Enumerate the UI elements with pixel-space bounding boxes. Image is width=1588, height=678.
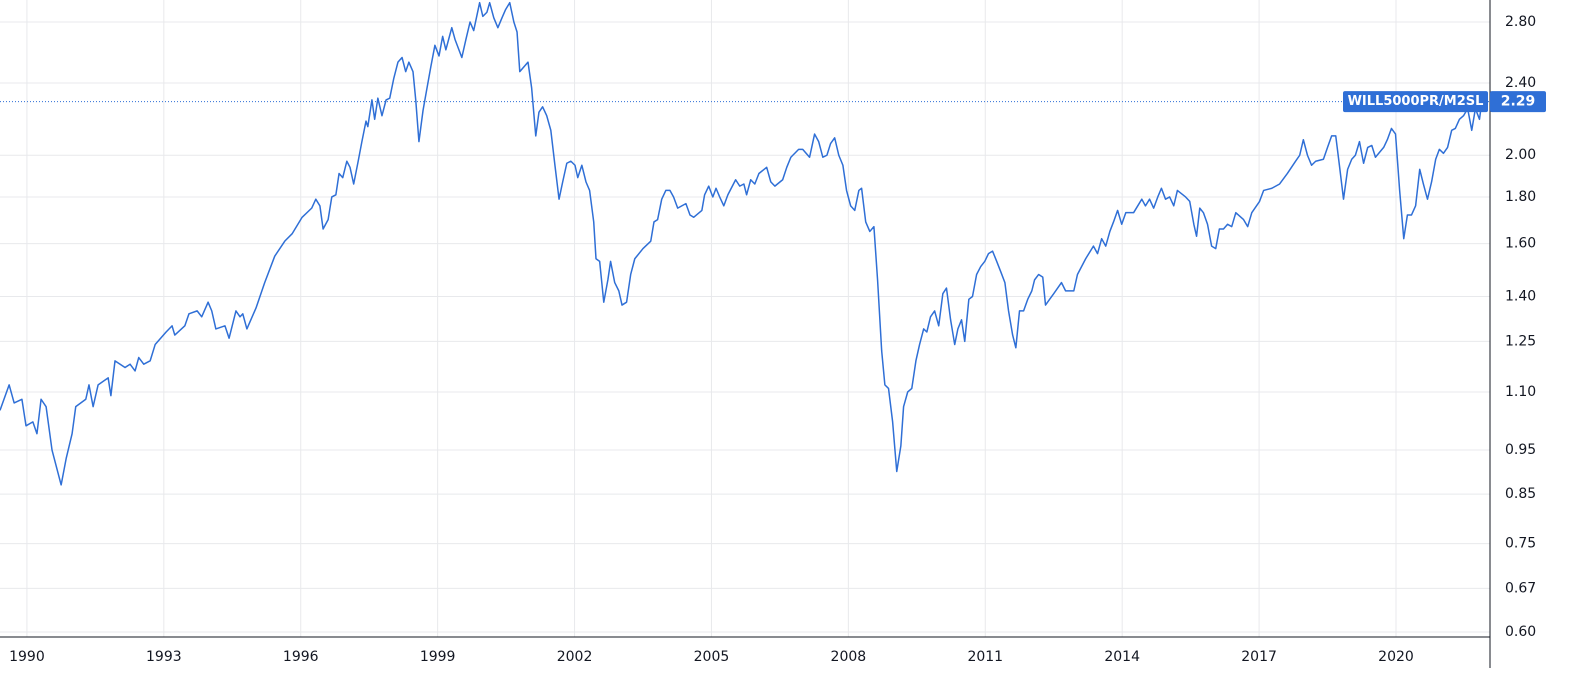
x-tick-label: 2014	[1104, 649, 1140, 665]
x-tick-label: 1993	[146, 649, 182, 665]
x-tick-label: 1996	[283, 649, 319, 665]
x-tick-label: 2002	[557, 649, 593, 665]
last-value-label: 2.29	[1501, 94, 1536, 110]
plot	[0, 1, 1490, 486]
data-line	[0, 1, 1483, 486]
x-tick-label: 2008	[831, 649, 867, 665]
x-tick-label: 2011	[967, 649, 1003, 665]
series-name: WILL5000PR/M2SL	[1348, 94, 1484, 109]
last-value-tag	[1490, 91, 1546, 113]
x-tick-label: 1999	[420, 649, 456, 665]
y-tick-label: 0.85	[1505, 486, 1536, 502]
y-tick-label: 1.60	[1505, 236, 1536, 252]
labels: 2.80 2.40 2.00 1.80 1.60 1.40 1.25 1.10 0.95 0.85…	[9, 14, 1546, 665]
x-tick-label: 2020	[1378, 649, 1414, 665]
x-tick-label: 2005	[694, 649, 730, 665]
y-tick-label: 2.00	[1505, 147, 1536, 163]
y-tick-label: 0.75	[1505, 536, 1536, 552]
y-tick-label: 0.60	[1505, 624, 1536, 640]
y-tick-label: 1.80	[1505, 189, 1536, 205]
series-name-tag	[1343, 91, 1488, 113]
y-tick-label: 0.95	[1505, 442, 1536, 458]
x-tick-label: 1990	[9, 649, 45, 665]
y-tick-label: 1.10	[1505, 384, 1536, 400]
grid	[0, 0, 1490, 637]
y-tick-label: 2.80	[1505, 14, 1536, 30]
x-tick-label: 2017	[1241, 649, 1277, 665]
y-tick-label: 0.67	[1505, 580, 1536, 596]
y-tick-label: 2.40	[1505, 75, 1536, 91]
y-tick-label: 1.40	[1505, 288, 1536, 304]
y-tick-label: 1.25	[1505, 333, 1536, 349]
